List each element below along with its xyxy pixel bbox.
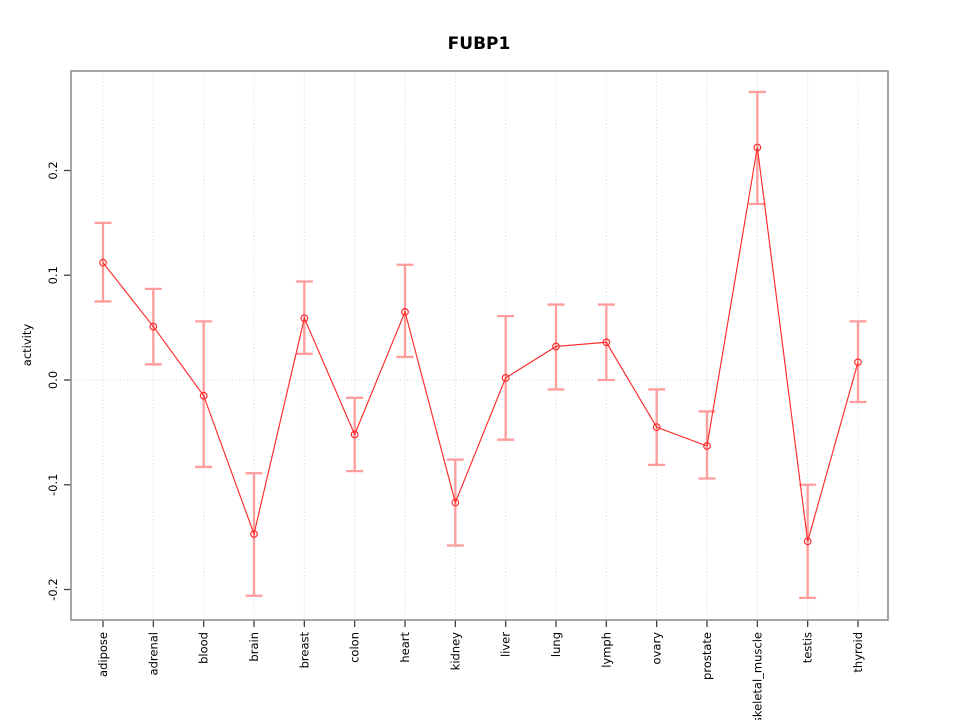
data-point [199, 391, 208, 400]
data-point [350, 430, 359, 439]
x-tick-label: lung [549, 632, 563, 657]
data-point [451, 498, 460, 507]
data-point [652, 423, 661, 432]
data-point [552, 342, 560, 351]
x-tick-label: brain [247, 632, 261, 662]
y-tick-label: 0.1 [46, 266, 60, 284]
x-tick-label: adipose [96, 632, 110, 677]
data-point [149, 322, 158, 331]
x-tick-label: adrenal [146, 632, 160, 675]
y-tick-label: 0.2 [46, 161, 60, 179]
data-point [401, 308, 409, 316]
plot-frame [70, 70, 889, 621]
data-point [250, 530, 258, 538]
data-point [99, 258, 107, 267]
y-axis-label: activity [20, 324, 34, 367]
x-tick-label: colon [348, 632, 362, 663]
x-tick-label: lymph [599, 632, 613, 668]
x-tick-label: skeletal_muscle [750, 632, 764, 720]
data-point [803, 537, 812, 546]
y-tick-label: -0.1 [46, 474, 60, 496]
y-tick-label: 0.0 [46, 371, 60, 389]
y-tick-label: -0.2 [46, 578, 60, 600]
data-point [300, 314, 309, 323]
data-point [703, 442, 711, 450]
data-point [501, 374, 510, 382]
x-tick-label: breast [297, 632, 311, 669]
series-line [102, 147, 859, 542]
x-tick-label: heart [398, 632, 412, 663]
data-point [753, 143, 762, 152]
x-tick-label: thyroid [851, 632, 865, 673]
x-tick-label: ovary [650, 632, 664, 665]
x-tick-label: liver [499, 632, 513, 657]
x-tick-label: blood [197, 632, 211, 664]
x-tick-label: kidney [448, 632, 462, 671]
x-tick-label: testis [801, 632, 815, 663]
data-point [602, 338, 611, 347]
data-point [854, 358, 862, 367]
plot-area: -0.2 -0.1 0.0 0.1 0.2 adipose adrenal blood brai… [46, 70, 889, 720]
chart-title: FUBP1 [448, 34, 511, 54]
x-tick-label: prostate [700, 632, 714, 680]
